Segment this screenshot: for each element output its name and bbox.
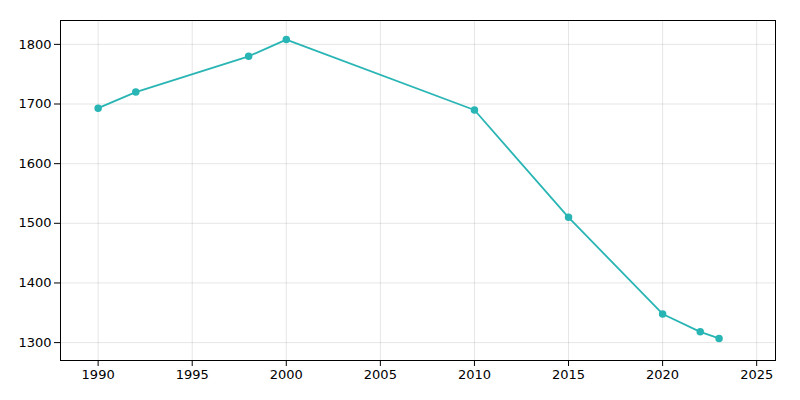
svg-text:1995: 1995 <box>176 367 209 382</box>
svg-text:1300: 1300 <box>18 335 51 350</box>
svg-text:2010: 2010 <box>458 367 491 382</box>
svg-text:2000: 2000 <box>270 367 303 382</box>
svg-text:2025: 2025 <box>740 367 773 382</box>
svg-text:1800: 1800 <box>18 37 51 52</box>
svg-text:1500: 1500 <box>18 215 51 230</box>
svg-text:1600: 1600 <box>18 156 51 171</box>
svg-text:1990: 1990 <box>82 367 115 382</box>
svg-text:1700: 1700 <box>18 96 51 111</box>
svg-text:2020: 2020 <box>646 367 679 382</box>
svg-text:2015: 2015 <box>552 367 585 382</box>
svg-text:1400: 1400 <box>18 275 51 290</box>
svg-text:2005: 2005 <box>364 367 397 382</box>
